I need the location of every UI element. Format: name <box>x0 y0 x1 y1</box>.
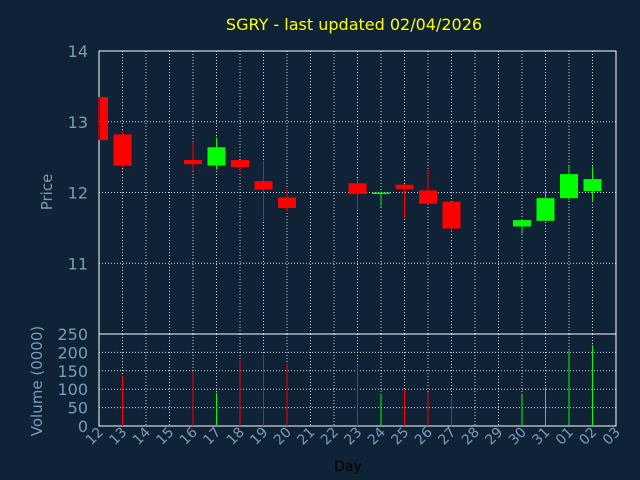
candle-body <box>100 96 108 141</box>
candle-body <box>536 198 555 221</box>
candle <box>419 169 437 205</box>
x-tick-label: 13 <box>106 425 130 449</box>
volume-tick-label: 50 <box>68 399 88 418</box>
candle-body <box>113 134 132 166</box>
candlesticks <box>98 96 602 234</box>
candle <box>395 184 414 218</box>
x-tick-label: 31 <box>529 425 553 449</box>
x-tick-label: 18 <box>224 425 248 449</box>
x-tick-label: 27 <box>435 425 459 449</box>
candle <box>278 188 296 211</box>
x-tick-label: 30 <box>506 425 530 449</box>
price-tick-label: 13 <box>68 113 88 132</box>
x-tick-label: 21 <box>294 425 318 449</box>
volume-tick-label: 100 <box>57 380 88 399</box>
x-axis-label: Day <box>334 459 362 475</box>
candle-body <box>184 159 202 165</box>
x-tick-label: 02 <box>576 425 600 449</box>
price-tick-label: 11 <box>68 254 88 273</box>
candle <box>536 190 555 221</box>
x-tick-label: 01 <box>553 425 577 449</box>
candle-body <box>348 183 367 194</box>
volume-tick-label: 0 <box>78 417 88 436</box>
x-tick-label: 17 <box>200 425 224 449</box>
candle-body <box>560 174 578 199</box>
price-tick-label: 12 <box>68 184 88 203</box>
x-tick-label: 24 <box>365 424 389 448</box>
candle <box>231 159 249 173</box>
candle-body <box>254 181 273 190</box>
x-tick-label: 28 <box>459 425 483 449</box>
candle-body <box>278 197 296 209</box>
price-tick-label: 14 <box>68 42 88 61</box>
chart-title: SGRY - last updated 02/04/2026 <box>226 15 482 34</box>
candle-body <box>207 147 226 166</box>
x-tick-label: 22 <box>318 425 342 449</box>
candle-body <box>231 159 249 168</box>
candle <box>560 165 578 201</box>
candle <box>98 96 108 141</box>
volume-tick-label: 250 <box>57 325 88 344</box>
x-tick-label: 23 <box>341 425 365 449</box>
x-tick-label: 03 <box>600 425 624 449</box>
candle <box>348 178 367 210</box>
price-axis-label: Price <box>38 174 56 211</box>
candle <box>113 131 132 168</box>
candle-body <box>583 179 602 192</box>
x-tick-label: 15 <box>153 425 177 449</box>
candle-body <box>513 220 531 227</box>
x-tick-label: 19 <box>247 425 271 449</box>
volume-axis-label: Volume (0000) <box>28 326 46 436</box>
candle <box>513 219 531 234</box>
candle <box>207 137 226 170</box>
candle <box>184 141 202 172</box>
volume-tick-label: 200 <box>57 343 88 362</box>
x-tick-label: 25 <box>388 425 412 449</box>
candle-body <box>419 190 437 204</box>
candle <box>254 160 273 221</box>
candle-body <box>372 192 390 194</box>
x-tick-label: 16 <box>177 424 201 448</box>
volume-tick-label: 150 <box>57 362 88 381</box>
candle-body <box>395 184 414 189</box>
candle <box>583 166 602 202</box>
x-tick-label: 14 <box>130 424 154 448</box>
x-tick-labels: 12 13 14 15 16 17 18 19 20 21 22 23 24 25 26 27 28 29 30 31… <box>83 424 624 448</box>
candle <box>372 191 390 207</box>
candle <box>442 201 461 232</box>
x-tick-label: 26 <box>412 424 436 448</box>
candle-body <box>442 201 461 229</box>
volume-bars <box>122 345 593 426</box>
x-tick-label: 20 <box>271 425 295 449</box>
x-tick-label: 29 <box>482 425 506 449</box>
price-tick-labels: 11 12 13 14 <box>68 42 88 273</box>
